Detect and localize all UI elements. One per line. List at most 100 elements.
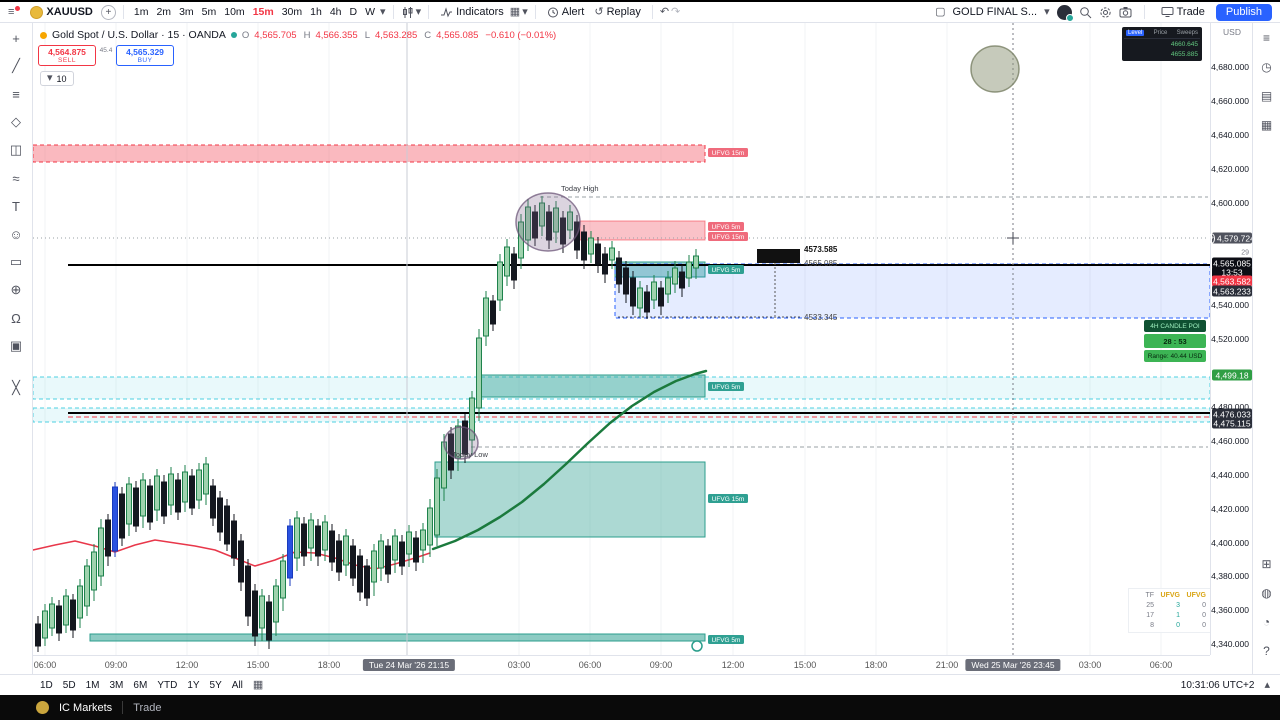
timeframe-10m[interactable]: 10m xyxy=(224,6,245,18)
replay-button[interactable]: ↺ Replay xyxy=(590,5,644,19)
price-axis-label: 4,460.000 xyxy=(1211,436,1249,446)
candle-body xyxy=(385,545,391,575)
trade-label: Trade xyxy=(1176,6,1205,18)
levels-panel[interactable]: Level Price Sweeps 4660.645 4655.885 xyxy=(1122,27,1202,61)
fvg-label-text: UFVG 15m xyxy=(712,150,745,157)
candle-body xyxy=(693,255,699,269)
magnet-tool[interactable]: Ω xyxy=(11,310,21,326)
time-axis[interactable]: 06:00 09:00 12:00 15:00 18:00 Tue 24 Mar '26 … xyxy=(33,655,1210,675)
layout-checkbox-icon[interactable]: ▢ xyxy=(935,5,946,18)
price-axis[interactable]: USD 4,680.000 4,660.000 4,640.000 4,620.000… xyxy=(1209,23,1255,655)
range-3m[interactable]: 3M xyxy=(109,679,124,691)
clock-label[interactable]: 10:31:06 UTC+2 xyxy=(1180,679,1255,691)
chat-icon[interactable]: ◔ xyxy=(1262,615,1271,629)
timeframe-3m[interactable]: 3m xyxy=(179,6,194,18)
layout-name[interactable]: GOLD FINAL S... xyxy=(952,6,1038,18)
timeframe-5m[interactable]: 5m xyxy=(201,6,217,18)
timeframe-dropdown-icon[interactable]: ▾ xyxy=(380,5,386,18)
chevron-down-icon[interactable]: ▾ xyxy=(1044,5,1050,18)
menu-button[interactable]: ≡ xyxy=(4,5,24,19)
templates-icon[interactable]: ▦ xyxy=(509,5,521,18)
fib-retracement-tool[interactable]: ≡ xyxy=(12,86,20,102)
range-1y[interactable]: 1Y xyxy=(187,679,200,691)
indicators-button[interactable]: Indicators xyxy=(436,5,508,19)
add-alert-plus-icon[interactable]: + xyxy=(1209,233,1215,243)
crosshair-tool[interactable]: + xyxy=(12,30,20,46)
object-tree-icon[interactable]: ⊞ xyxy=(1261,557,1272,571)
publish-button[interactable]: Publish xyxy=(1215,3,1272,21)
buy-label: BUY xyxy=(137,57,153,64)
help-icon[interactable]: ? xyxy=(1263,644,1270,658)
range-6m[interactable]: 6M xyxy=(133,679,148,691)
fvg-zone xyxy=(614,263,1211,319)
chevron-down-icon[interactable]: ▾ xyxy=(522,5,528,18)
range-5y[interactable]: 5Y xyxy=(209,679,222,691)
legend-title[interactable]: Gold Spot / U.S. Dollar · 15 · OANDA xyxy=(52,29,226,41)
measure-tool[interactable]: ▭ xyxy=(9,254,23,269)
candle-body xyxy=(161,481,167,517)
candle-body xyxy=(672,267,678,285)
chart-style-icon[interactable] xyxy=(401,6,414,19)
user-avatar[interactable] xyxy=(1056,4,1074,22)
settings-gear-icon[interactable] xyxy=(1099,6,1112,19)
screenshot-camera-icon[interactable] xyxy=(1119,6,1132,18)
timeframe-1d[interactable]: D xyxy=(349,6,358,18)
undo-icon[interactable]: ↶ xyxy=(659,5,670,18)
fvg-stats-table: TF UFVG UFVG 25 3 0 17 1 0 8 0 0 xyxy=(1128,588,1212,633)
quantity-selector[interactable]: ▾ 10 xyxy=(40,71,74,86)
text-tool[interactable]: T xyxy=(12,198,20,214)
candle-body xyxy=(364,565,370,599)
fvg-label-chip xyxy=(708,635,744,644)
emoji-tool[interactable]: ☺ xyxy=(9,226,23,242)
timeframe-1h[interactable]: 1h xyxy=(310,6,322,18)
candle-body xyxy=(581,231,587,261)
range-1m[interactable]: 1M xyxy=(85,679,100,691)
compare-add-icon[interactable]: + xyxy=(100,4,116,20)
levels-row: 4655.885 xyxy=(1170,50,1198,58)
lock-drawings-tool[interactable]: ▣ xyxy=(9,338,23,353)
ideas-icon[interactable]: ◍ xyxy=(1261,586,1272,600)
timeframe-4h[interactable]: 4h xyxy=(329,6,342,18)
brush-tool[interactable]: ≈ xyxy=(12,170,20,186)
trade-panel-tab[interactable]: Trade xyxy=(133,701,162,714)
range-5d[interactable]: 5D xyxy=(62,679,76,691)
stats-cell: 17 xyxy=(1146,612,1154,619)
alerts-panel-icon[interactable]: ◷ xyxy=(1261,60,1272,74)
timeframe-1w[interactable]: W xyxy=(365,6,376,18)
redo-icon[interactable]: ↷ xyxy=(671,5,681,18)
range-1d[interactable]: 1D xyxy=(40,679,53,691)
timeframe-1m[interactable]: 1m xyxy=(133,6,149,18)
trash-tool[interactable]: ╳ xyxy=(12,380,20,395)
trend-line-tool[interactable]: ╱ xyxy=(12,58,20,73)
price-axis-label: 13:53 xyxy=(1212,266,1252,278)
pattern-tool[interactable]: ◇ xyxy=(11,114,21,129)
data-window-icon[interactable]: ▤ xyxy=(1260,89,1273,103)
position-price-label: 4565.085 xyxy=(804,259,838,268)
candle-body xyxy=(637,287,643,309)
timeframe-30m[interactable]: 30m xyxy=(281,6,303,18)
range-all[interactable]: All xyxy=(231,679,243,691)
right-sidebar: ≡ ◷ ▤ ▦ ⊞ ◍ ◔ ? ▾ xyxy=(1252,23,1280,695)
sell-button[interactable]: 4,564.875 SELL xyxy=(38,45,96,66)
symbol-button[interactable]: XAUUSD xyxy=(26,5,96,20)
zoom-tool[interactable]: ⊕ xyxy=(10,282,22,297)
panel-expand-icon[interactable]: ▴ xyxy=(1264,678,1270,691)
chevron-down-icon[interactable]: ▾ xyxy=(415,5,422,18)
position-tool[interactable]: ◫ xyxy=(9,142,23,157)
broker-tab[interactable]: IC Markets xyxy=(59,701,113,714)
range-ytd[interactable]: YTD xyxy=(157,679,178,691)
timeframe-2m[interactable]: 2m xyxy=(156,6,172,18)
watchlist-icon[interactable]: ≡ xyxy=(1262,31,1270,45)
buy-button[interactable]: 4,565.329 BUY xyxy=(116,45,174,66)
trade-button[interactable]: Trade xyxy=(1157,5,1209,19)
candle-body xyxy=(196,469,202,501)
search-icon[interactable] xyxy=(1079,6,1092,19)
timeframe-15m[interactable]: 15m xyxy=(252,6,274,18)
alert-button[interactable]: Alert xyxy=(543,5,589,19)
fvg-label-chip xyxy=(708,382,744,391)
calendar-icon[interactable]: ▦ xyxy=(1260,118,1273,132)
go-to-date-icon[interactable]: ▦ xyxy=(252,678,264,691)
ohlc-low-value: 4,563.285 xyxy=(375,29,418,41)
symbol-logo-icon xyxy=(30,5,44,19)
